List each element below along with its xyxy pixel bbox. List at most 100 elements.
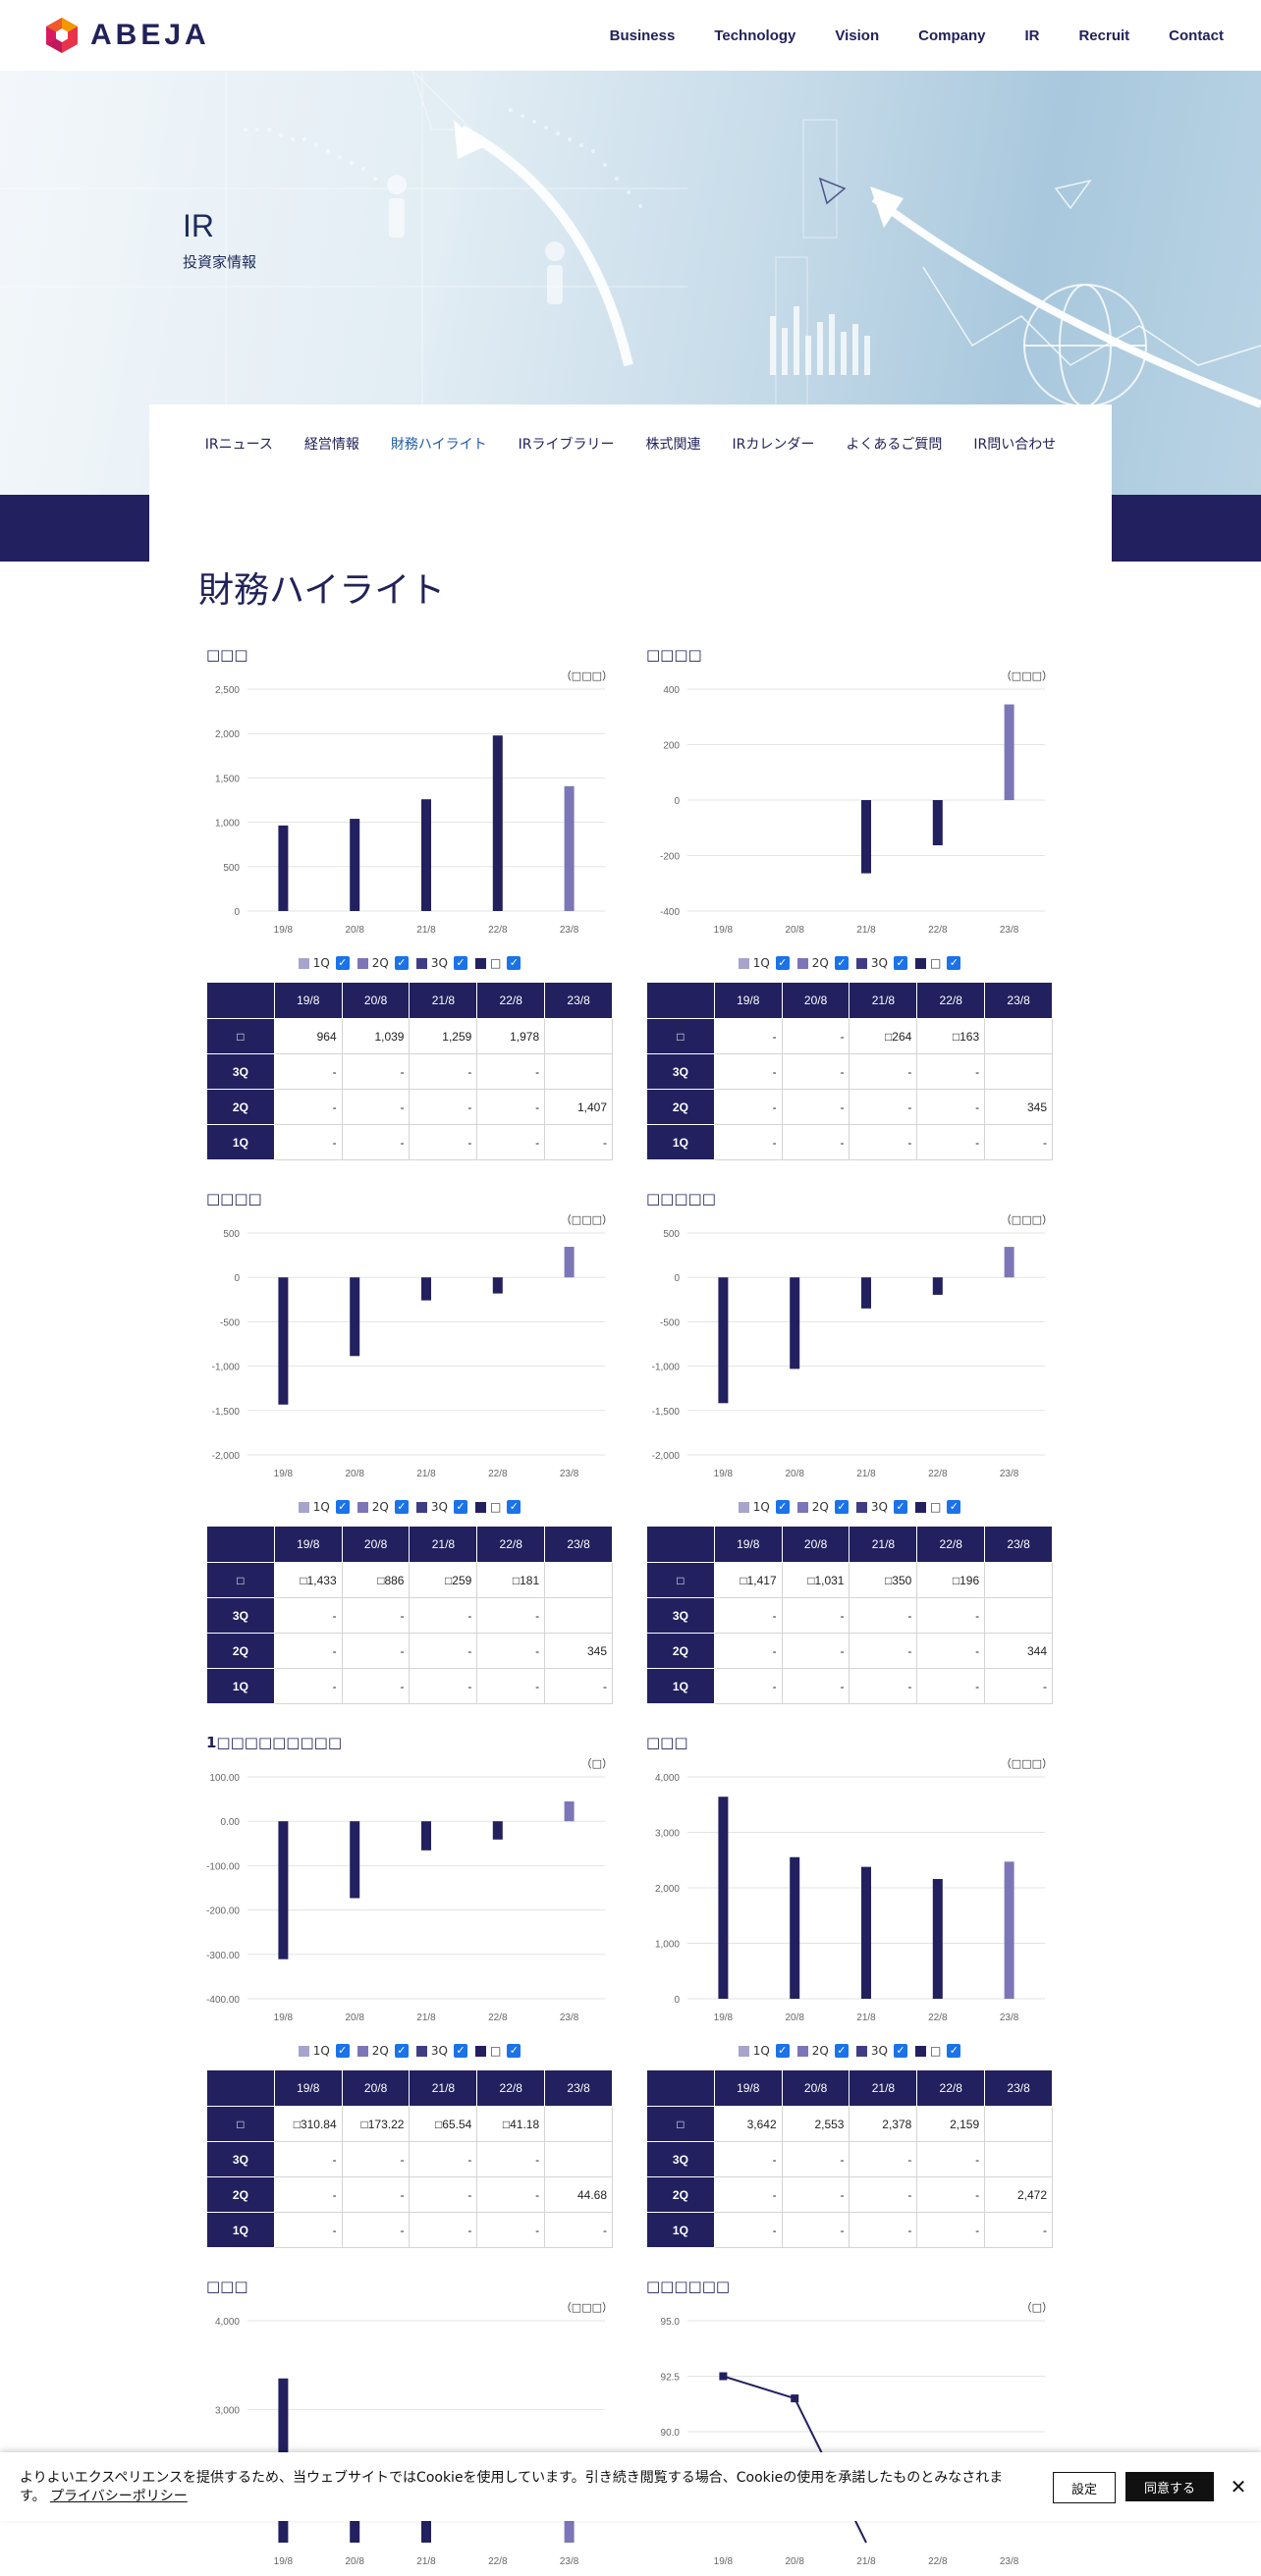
chart-bar[interactable] [718,1797,729,1999]
subnav-stock[interactable]: 株式関連 [645,437,701,453]
checkbox-checked-icon[interactable]: ✓ [893,956,907,970]
legend-item[interactable]: 1Q ✓ [298,1500,350,1514]
legend-item[interactable]: □ ✓ [474,1500,521,1514]
chart-bar[interactable] [861,1277,871,1309]
chart-bar[interactable] [790,1277,800,1369]
subnav-financial-highlights[interactable]: 財務ハイライト [390,437,487,453]
chart-bar[interactable] [861,1866,871,1999]
checkbox-checked-icon[interactable]: ✓ [834,956,849,970]
checkbox-checked-icon[interactable]: ✓ [947,2044,961,2058]
subnav-ir-library[interactable]: IRライブラリー [518,437,615,453]
chart-bar[interactable] [421,1277,431,1301]
legend-item[interactable]: 3Q ✓ [855,1500,907,1514]
nav-business[interactable]: Business [609,27,676,44]
subnav-ir-news[interactable]: IRニュース [204,437,273,453]
chart-bar[interactable] [564,1801,575,1822]
checkbox-checked-icon[interactable]: ✓ [394,1500,409,1514]
legend-item[interactable]: □ ✓ [914,2044,961,2058]
checkbox-checked-icon[interactable]: ✓ [394,956,409,970]
legend-item[interactable]: 1Q ✓ [738,1500,790,1514]
checkbox-checked-icon[interactable]: ✓ [834,2044,849,2058]
chart-bar[interactable] [564,1247,575,1278]
legend-item[interactable]: 3Q ✓ [415,1500,467,1514]
close-icon[interactable]: ✕ [1230,2475,1247,2498]
legend-item[interactable]: 2Q ✓ [356,1500,409,1514]
cookie-settings-button[interactable]: 設定 [1053,2472,1116,2503]
chart-bar[interactable] [718,1277,729,1404]
checkbox-checked-icon[interactable]: ✓ [893,2044,907,2058]
abeja-logo[interactable]: ABEJA [43,16,210,55]
chart-point[interactable] [719,2372,728,2381]
chart-bar[interactable] [421,799,431,911]
checkbox-checked-icon[interactable]: ✓ [775,956,790,970]
chart-bar[interactable] [1004,1861,1014,1999]
checkbox-checked-icon[interactable]: ✓ [947,956,961,970]
chart-bar[interactable] [350,1821,360,1899]
checkbox-checked-icon[interactable]: ✓ [507,2044,521,2058]
checkbox-checked-icon[interactable]: ✓ [335,956,350,970]
legend-item[interactable]: 3Q ✓ [415,956,467,970]
chart-bar[interactable] [278,1821,289,1959]
chart-bar[interactable] [492,1821,503,1840]
subnav-ir-calendar[interactable]: IRカレンダー [732,437,815,453]
chart-bar[interactable] [1004,1247,1014,1278]
nav-company[interactable]: Company [918,27,986,44]
chart-bar[interactable] [564,785,575,911]
cookie-accept-button[interactable]: 同意する [1125,2472,1214,2501]
subnav-management[interactable]: 経営情報 [303,437,359,453]
subnav-ir-contact[interactable]: IR問い合わせ [973,437,1057,453]
chart-bar[interactable] [1004,704,1014,800]
legend-item[interactable]: 2Q ✓ [796,956,849,970]
legend-item[interactable]: □ ✓ [474,2044,521,2058]
nav-recruit[interactable]: Recruit [1078,27,1130,44]
checkbox-checked-icon[interactable]: ✓ [834,1500,849,1514]
chart-bar[interactable] [492,735,503,911]
nav-vision[interactable]: Vision [835,27,880,44]
checkbox-checked-icon[interactable]: ✓ [893,1500,907,1514]
legend-item[interactable]: □ ✓ [914,956,961,970]
legend-item[interactable]: 1Q ✓ [298,956,350,970]
checkbox-checked-icon[interactable]: ✓ [394,2044,409,2058]
checkbox-checked-icon[interactable]: ✓ [507,956,521,970]
checkbox-checked-icon[interactable]: ✓ [947,1500,961,1514]
chart-bar[interactable] [421,1821,431,1851]
chart-bar[interactable] [278,825,289,911]
chart-bar[interactable] [932,1277,943,1295]
legend-item[interactable]: 2Q ✓ [356,2044,409,2058]
chart-bar[interactable] [492,1277,503,1294]
legend-item[interactable]: 3Q ✓ [855,956,907,970]
legend-item[interactable]: □ ✓ [914,1500,961,1514]
subnav-faq[interactable]: よくあるご質問 [846,437,943,453]
legend-item[interactable]: 1Q ✓ [738,956,790,970]
legend-item[interactable]: 3Q ✓ [855,2044,907,2058]
legend-item[interactable]: 1Q ✓ [298,2044,350,2058]
checkbox-checked-icon[interactable]: ✓ [335,1500,350,1514]
checkbox-checked-icon[interactable]: ✓ [775,2044,790,2058]
checkbox-checked-icon[interactable]: ✓ [775,1500,790,1514]
x-tick-label: 22/8 [488,2012,508,2023]
checkbox-checked-icon[interactable]: ✓ [453,956,467,970]
checkbox-checked-icon[interactable]: ✓ [507,1500,521,1514]
chart-bar[interactable] [350,819,360,911]
chart-bar[interactable] [278,1277,289,1405]
chart-bar[interactable] [861,800,871,874]
nav-technology[interactable]: Technology [714,27,796,44]
chart-bar[interactable] [932,800,943,846]
checkbox-checked-icon[interactable]: ✓ [453,1500,467,1514]
legend-item[interactable]: 1Q ✓ [738,2044,790,2058]
nav-contact[interactable]: Contact [1169,27,1224,44]
legend-item[interactable]: □ ✓ [474,956,521,970]
nav-ir[interactable]: IR [1024,27,1040,44]
legend-item[interactable]: 2Q ✓ [796,2044,849,2058]
checkbox-checked-icon[interactable]: ✓ [453,2044,467,2058]
legend-item[interactable]: 3Q ✓ [415,2044,467,2058]
chart-bar[interactable] [790,1856,800,1999]
chart-bar[interactable] [350,1277,360,1357]
table-row-header: □ [646,1018,715,1054]
chart-bar[interactable] [932,1879,943,1999]
checkbox-checked-icon[interactable]: ✓ [335,2044,350,2058]
legend-item[interactable]: 2Q ✓ [796,1500,849,1514]
privacy-policy-link[interactable]: プライバシーポリシー [50,2489,188,2504]
chart-point[interactable] [791,2394,799,2403]
legend-item[interactable]: 2Q ✓ [356,956,409,970]
